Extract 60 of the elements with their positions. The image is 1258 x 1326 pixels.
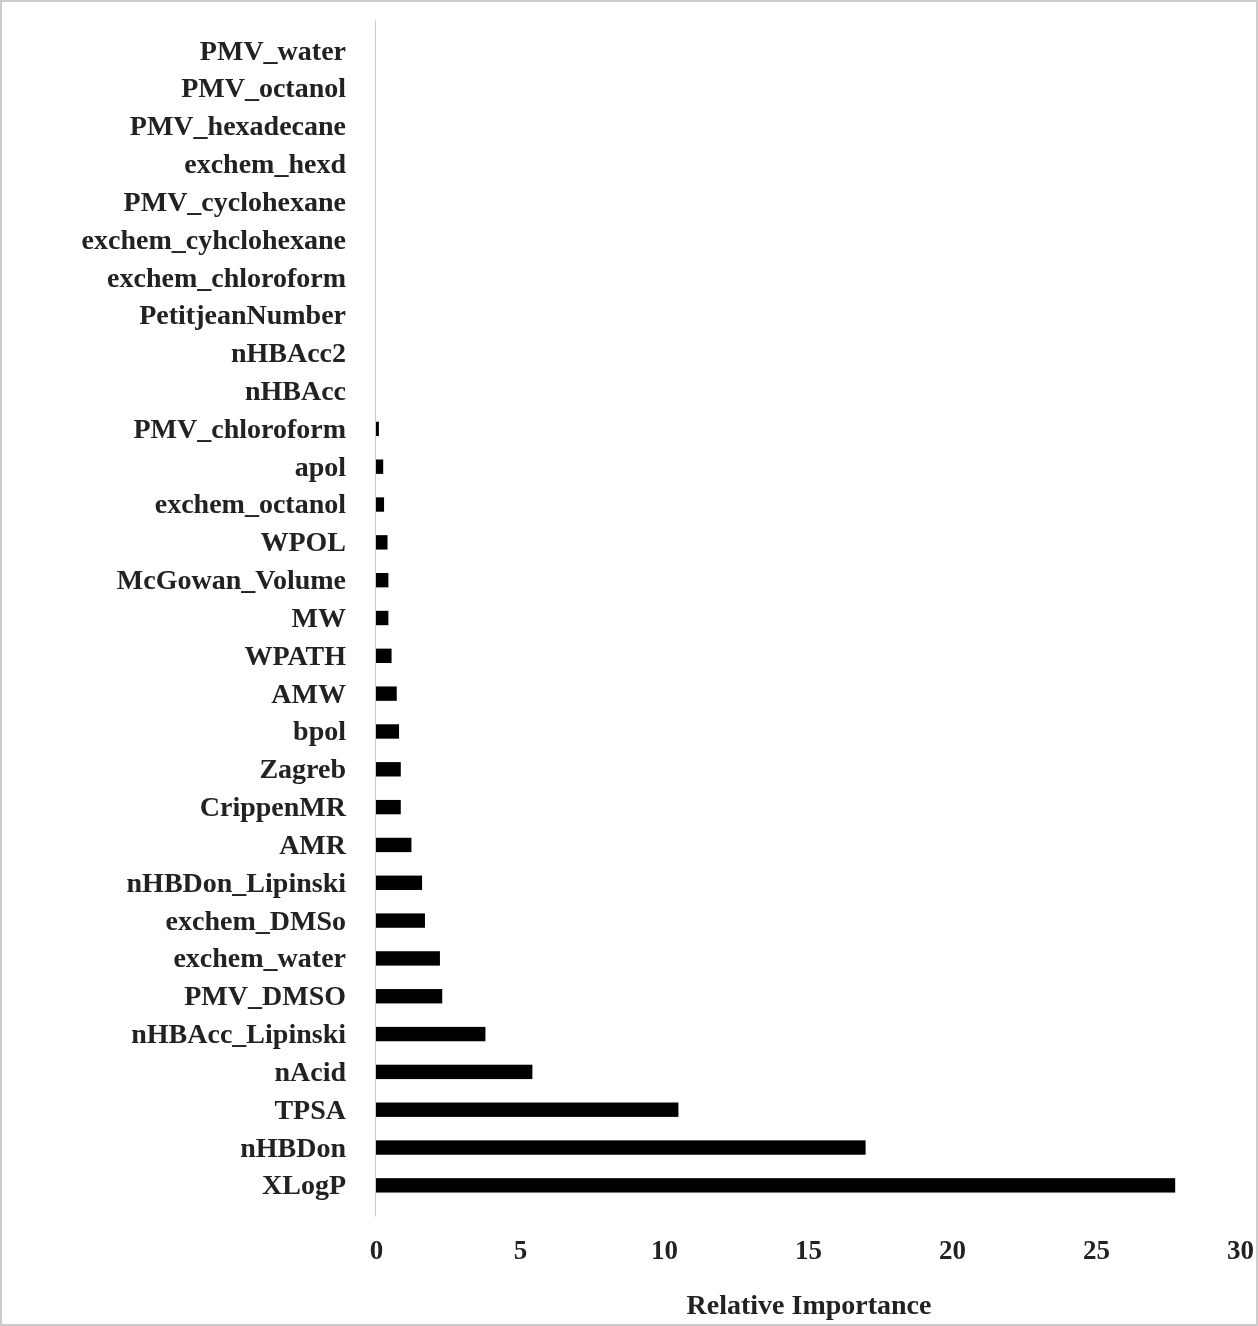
bar (376, 989, 443, 1004)
bar (376, 799, 401, 815)
bar (376, 951, 440, 966)
y-tick-label: nHBAcc2 (230, 337, 346, 369)
y-tick-label: exchem_cyhclohexane (81, 223, 346, 255)
bar (376, 610, 389, 626)
y-tick-label: McGowan_Volume (116, 564, 346, 596)
y-tick-label: nHBAcc_Lipinski (131, 1018, 347, 1050)
y-tick-label: exchem_chloroform (107, 261, 346, 293)
y-tick-label: exchem_octanol (154, 488, 347, 520)
y-tick-label: PMV_chloroform (133, 412, 346, 444)
y-tick-label: Zagreb (259, 753, 346, 785)
bar (376, 1178, 1176, 1193)
bar (376, 762, 401, 777)
bar (376, 497, 385, 512)
x-tick-label: 20 (939, 1235, 966, 1266)
bar (376, 535, 388, 550)
bar (376, 1064, 533, 1080)
bar (376, 1140, 866, 1155)
y-tick-label: PMV_octanol (181, 72, 347, 104)
bar (376, 1102, 679, 1117)
bar (376, 837, 412, 853)
x-tick-label: 0 (369, 1235, 384, 1266)
y-tick-label: bpol (293, 715, 347, 747)
x-tick-label: 30 (1227, 1235, 1254, 1266)
y-tick-label: PMV_DMSO (184, 980, 346, 1012)
x-tick-label: 5 (513, 1235, 528, 1266)
bar (376, 724, 400, 739)
y-tick-label: exchem_hexd (184, 148, 347, 180)
y-tick-label: nHBAcc (244, 375, 346, 407)
y-tick-label: PMV_cyclohexane (123, 185, 346, 217)
x-tick-label: 15 (795, 1235, 822, 1266)
y-tick-label: PMV_hexadecane (129, 110, 346, 142)
y-tick-label: nHBDon (240, 1131, 347, 1163)
bar (376, 648, 392, 664)
y-tick-label: TPSA (274, 1093, 347, 1125)
bar (376, 421, 379, 437)
y-tick-label: exchem_water (173, 942, 346, 974)
y-tick-label: AMR (279, 828, 347, 860)
y-tick-label: PetitjeanNumber (139, 299, 346, 331)
x-axis-title: Relative Importance (686, 1289, 932, 1320)
bar (376, 875, 423, 890)
x-tick-label: 10 (651, 1235, 678, 1266)
bar (376, 572, 389, 588)
y-tick-label: CrippenMR (199, 791, 347, 823)
y-tick-label: AMW (271, 677, 346, 709)
y-tick-label: nAcid (274, 1055, 347, 1087)
y-tick-label: nHBDon_Lipinski (126, 866, 347, 898)
bar (376, 686, 397, 701)
y-tick-label: WPATH (244, 639, 347, 671)
x-tick-label: 25 (1083, 1235, 1110, 1266)
y-tick-label: apol (294, 450, 347, 482)
bar (376, 459, 384, 474)
y-tick-label: XLogP (262, 1169, 346, 1201)
y-tick-label: exchem_DMSo (165, 904, 346, 936)
bar (376, 1026, 486, 1042)
y-tick-label: WPOL (260, 526, 346, 558)
bar (376, 913, 425, 928)
y-tick-label: MW (291, 601, 346, 633)
y-tick-label: PMV_water (199, 34, 346, 66)
